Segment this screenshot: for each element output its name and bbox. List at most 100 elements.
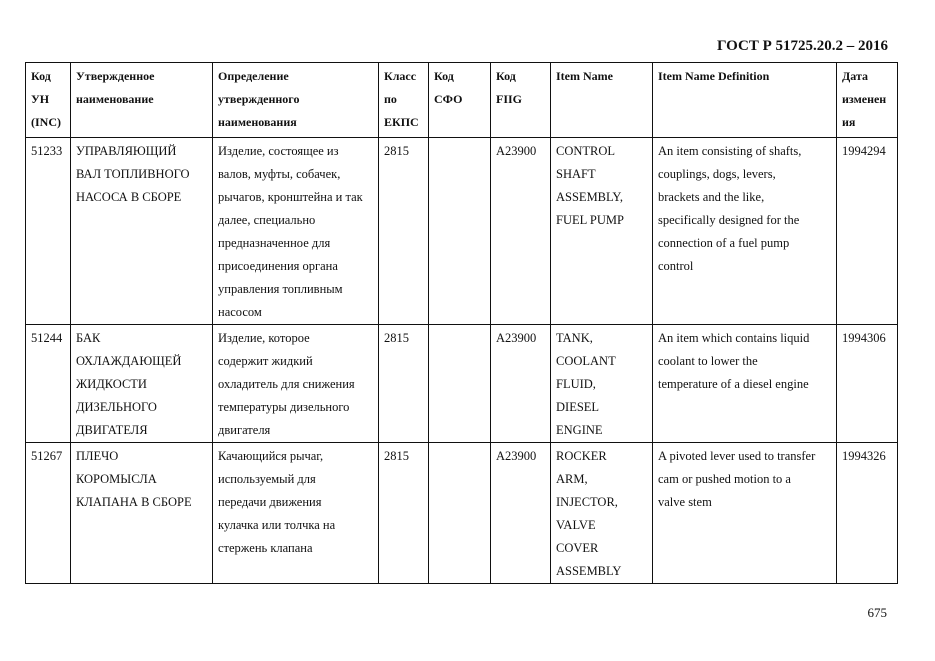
table-cell: Качающийся рычаг, используемый для передач… bbox=[212, 442, 379, 584]
cell-line: температуры дизельного bbox=[218, 400, 350, 414]
cell-line: ОХЛАЖДАЮЩЕЙ bbox=[76, 354, 182, 368]
cell-line: утвержденного bbox=[218, 92, 300, 106]
page-number: 675 bbox=[867, 605, 888, 620]
cell-line: Код bbox=[31, 69, 51, 83]
cell-line: УПРАВЛЯЮЩИЙ bbox=[76, 144, 177, 158]
cell-line: CONTROL bbox=[556, 144, 616, 158]
cell-line: ASSEMBLY, bbox=[556, 190, 623, 204]
column-header: Класс по ЕКПС bbox=[378, 62, 429, 138]
table-cell: БАК ОХЛАЖДАЮЩЕЙ ЖИДКОСТИ ДИЗЕЛЬНОГО ДВИГАТЕЛ… bbox=[70, 324, 213, 443]
column-header: Item Name Definition bbox=[652, 62, 837, 138]
cell-line: КОРОМЫСЛА bbox=[76, 472, 157, 486]
cell-line: Изделие, состоящее из bbox=[218, 144, 339, 158]
standard-header: ГОСТ Р 51725.20.2 – 2016 bbox=[716, 38, 888, 54]
column-header: Определение утвержденного наименования bbox=[212, 62, 379, 138]
table-cell: 1994294 bbox=[836, 137, 898, 325]
cell-line: FLUID, bbox=[556, 377, 596, 391]
cell-line: 2815 bbox=[384, 331, 409, 345]
cell-line: INJECTOR, bbox=[556, 495, 618, 509]
cell-line: 1994294 bbox=[842, 144, 886, 158]
cell-line: connection of a fuel pump bbox=[658, 236, 790, 250]
cell-line: ЖИДКОСТИ bbox=[76, 377, 147, 391]
cell-line: ПЛЕЧО bbox=[76, 449, 119, 463]
cell-line: COVER bbox=[556, 541, 599, 555]
cell-line: 2815 bbox=[384, 449, 409, 463]
table-cell: ROCKER ARM, INJECTOR, VALVE COVER ASSEMBLY bbox=[550, 442, 653, 584]
cell-line: далее, специально bbox=[218, 213, 316, 227]
cell-line: валов, муфты, собачек, bbox=[218, 167, 341, 181]
cell-line: управления топливным bbox=[218, 282, 343, 296]
table-cell bbox=[428, 324, 491, 443]
table-cell: 2815 bbox=[378, 137, 429, 325]
table-cell bbox=[428, 442, 491, 584]
table-cell: УПРАВЛЯЮЩИЙ ВАЛ ТОПЛИВНОГО НАСОСА В СБОРЕ bbox=[70, 137, 213, 325]
cell-line: ЕКПС bbox=[384, 115, 419, 129]
table-header-row: Код УН (INC) Утвержденное наименование Опреде… bbox=[25, 62, 898, 138]
cell-line: двигателя bbox=[218, 423, 271, 437]
cell-line: стержень клапана bbox=[218, 541, 313, 555]
cell-line: 51233 bbox=[31, 144, 63, 158]
item-table: Код УН (INC) Утвержденное наименование Опреде… bbox=[25, 62, 898, 584]
table-cell: ПЛЕЧО КОРОМЫСЛА КЛАПАНА В СБОРЕ bbox=[70, 442, 213, 584]
cell-line: изменен bbox=[842, 92, 887, 106]
cell-line: НАСОСА В СБОРЕ bbox=[76, 190, 182, 204]
cell-line: A23900 bbox=[496, 331, 537, 345]
cell-line: Утвержденное bbox=[76, 69, 155, 83]
cell-line: присоединения органа bbox=[218, 259, 338, 273]
cell-line: содержит жидкий bbox=[218, 354, 313, 368]
column-header: Код УН (INC) bbox=[25, 62, 71, 138]
cell-line: valve stem bbox=[658, 495, 712, 509]
table-cell: 51267 bbox=[25, 442, 71, 584]
cell-line: используемый для bbox=[218, 472, 316, 486]
cell-line: Item Name Definition bbox=[658, 69, 770, 83]
column-header: Item Name bbox=[550, 62, 653, 138]
table-cell: Изделие, состоящее из валов, муфты, собач… bbox=[212, 137, 379, 325]
cell-line: ДВИГАТЕЛЯ bbox=[76, 423, 148, 437]
table-cell: 2815 bbox=[378, 324, 429, 443]
table-row: 51267 ПЛЕЧО КОРОМЫСЛА КЛАПАНА В СБОРЕ Качающ… bbox=[25, 442, 898, 584]
cell-line: A23900 bbox=[496, 144, 537, 158]
table-cell: 51233 bbox=[25, 137, 71, 325]
cell-line: Класс bbox=[384, 69, 417, 83]
table-cell bbox=[428, 137, 491, 325]
cell-line: ВАЛ ТОПЛИВНОГО bbox=[76, 167, 190, 181]
cell-line: SHAFT bbox=[556, 167, 596, 181]
cell-line: (INC) bbox=[31, 115, 61, 129]
table-cell: 51244 bbox=[25, 324, 71, 443]
cell-line: temperature of a diesel engine bbox=[658, 377, 809, 391]
cell-line: FIIG bbox=[496, 92, 523, 106]
cell-line: 51244 bbox=[31, 331, 63, 345]
cell-line: Определение bbox=[218, 69, 289, 83]
cell-line: Код bbox=[434, 69, 454, 83]
table-row: 51244 БАК ОХЛАЖДАЮЩЕЙ ЖИДКОСТИ ДИЗЕЛЬНОГО ДВИ… bbox=[25, 324, 898, 443]
table-cell: Изделие, которое содержит жидкий охладител… bbox=[212, 324, 379, 443]
cell-line: наименование bbox=[76, 92, 154, 106]
cell-line: ASSEMBLY bbox=[556, 564, 622, 578]
cell-line: specifically designed for the bbox=[658, 213, 800, 227]
cell-line: 1994306 bbox=[842, 331, 886, 345]
cell-line: Код bbox=[496, 69, 516, 83]
cell-line: couplings, dogs, levers, bbox=[658, 167, 776, 181]
cell-line: COOLANT bbox=[556, 354, 616, 368]
cell-line: FUEL PUMP bbox=[556, 213, 624, 227]
cell-line: наименования bbox=[218, 115, 297, 129]
table-cell: An item which contains liquid coolant to … bbox=[652, 324, 837, 443]
cell-line: предназначенное для bbox=[218, 236, 331, 250]
table-cell: 1994306 bbox=[836, 324, 898, 443]
cell-line: 2815 bbox=[384, 144, 409, 158]
cell-line: Item Name bbox=[556, 69, 613, 83]
column-header: Код FIIG bbox=[490, 62, 551, 138]
cell-line: Изделие, которое bbox=[218, 331, 310, 345]
cell-line: 1994326 bbox=[842, 449, 886, 463]
cell-line: ENGINE bbox=[556, 423, 603, 437]
cell-line: охладитель для снижения bbox=[218, 377, 355, 391]
cell-line: СФО bbox=[434, 92, 463, 106]
column-header: Код СФО bbox=[428, 62, 491, 138]
cell-line: TANK, bbox=[556, 331, 593, 345]
cell-line: БАК bbox=[76, 331, 101, 345]
table-cell: A23900 bbox=[490, 137, 551, 325]
table-cell: A pivoted lever used to transfer cam or p… bbox=[652, 442, 837, 584]
cell-line: Дата bbox=[842, 69, 868, 83]
cell-line: по bbox=[384, 92, 397, 106]
cell-line: An item consisting of shafts, bbox=[658, 144, 802, 158]
